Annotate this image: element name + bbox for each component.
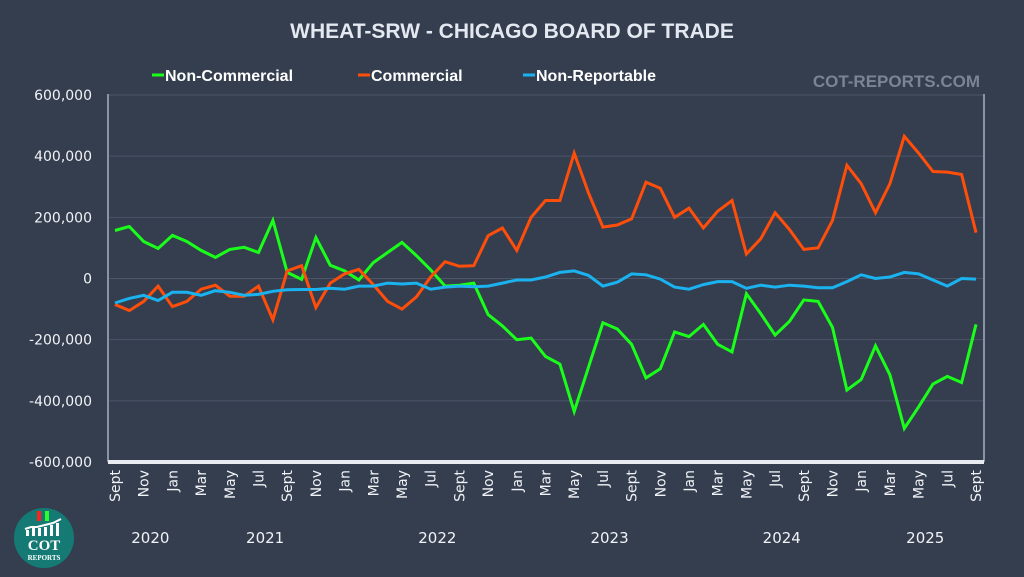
- y-tick-label: 0: [83, 272, 92, 288]
- y-axis: 600,000 400,000 200,000 0 -200,000 -400,000 -6…: [29, 88, 92, 471]
- year-label: 2022: [418, 529, 456, 547]
- legend-item-commercial[interactable]: Commercial: [358, 68, 463, 85]
- x-tick-label: Jul: [252, 470, 268, 488]
- x-tick-label: Nov: [309, 470, 325, 497]
- x-tick-label: Jan: [854, 470, 870, 493]
- series-line-commercial: [114, 133, 978, 325]
- x-tick-label: Sept: [280, 470, 296, 502]
- legend-item-non-reportable[interactable]: Non-Reportable: [523, 68, 656, 85]
- y-tick-label: 600,000: [34, 88, 92, 104]
- logo-trend-icon: [24, 518, 62, 530]
- x-tick-label: Jan: [510, 470, 526, 493]
- x-tick-label: Jan: [682, 470, 698, 493]
- x-tick-label: Nov: [481, 470, 497, 497]
- logo-green-candle-icon: [45, 511, 49, 521]
- legend-item-non-commercial[interactable]: Non-Commercial: [152, 68, 293, 85]
- x-tick-label: May: [912, 470, 928, 499]
- x-tick-label: Jan: [338, 470, 354, 493]
- gridlines: [108, 94, 984, 402]
- x-axis: Sept Nov Jan Mar May Jul Sept Nov Jan Mar May Jul Se…: [108, 470, 985, 502]
- year-label: 2020: [131, 529, 169, 547]
- logo-text-reports: REPORTS: [28, 554, 61, 562]
- x-tick-label: Jan: [165, 470, 181, 493]
- y-tick-label: 400,000: [34, 149, 92, 165]
- year-labels: 2020 2021 2022 2023 2024 2025: [131, 529, 944, 547]
- x-tick-label: Mar: [366, 470, 382, 497]
- y-tick-label: 200,000: [34, 210, 92, 226]
- x-tick-label: Jul: [424, 470, 440, 488]
- logo-bars-icon: [26, 523, 59, 536]
- chart-title: WHEAT-SRW - CHICAGO BOARD OF TRADE: [290, 20, 734, 43]
- x-tick-label: Sept: [452, 470, 468, 502]
- x-tick-label: Nov: [137, 470, 153, 497]
- year-label: 2023: [590, 529, 628, 547]
- cot-reports-logo[interactable]: COT REPORTS: [14, 508, 74, 568]
- x-tick-label: Nov: [653, 470, 669, 497]
- x-tick-label: Sept: [625, 470, 641, 502]
- x-tick-label: Mar: [194, 470, 210, 497]
- x-tick-label: Sept: [969, 470, 985, 502]
- series-line-non-commercial: [114, 215, 978, 432]
- y-tick-label: -600,000: [29, 455, 92, 471]
- x-tick-label: Mar: [711, 470, 727, 497]
- x-tick-label: Sept: [797, 470, 813, 502]
- legend: Non-Commercial Commercial Non-Reportable: [152, 68, 656, 85]
- y-tick-label: -400,000: [29, 394, 92, 410]
- x-tick-label: Sept: [108, 470, 124, 502]
- x-tick-label: Nov: [826, 470, 842, 497]
- x-tick-label: Mar: [883, 470, 899, 497]
- year-label: 2021: [246, 529, 284, 547]
- legend-label: Non-Reportable: [536, 68, 656, 85]
- legend-label: Commercial: [371, 68, 463, 85]
- y-tick-label: -200,000: [29, 333, 92, 349]
- year-label: 2024: [763, 529, 801, 547]
- x-tick-label: May: [739, 470, 755, 499]
- year-label: 2025: [906, 529, 944, 547]
- x-tick-label: Jul: [768, 470, 784, 488]
- x-tick-label: May: [223, 470, 239, 499]
- x-tick-label: May: [395, 470, 411, 499]
- watermark: COT-REPORTS.COM: [813, 72, 980, 91]
- x-tick-label: Mar: [539, 470, 555, 497]
- logo-red-candle-icon: [37, 511, 41, 521]
- x-tick-label: Jul: [940, 470, 956, 488]
- series-line-non-reportable: [114, 269, 977, 305]
- legend-label: Non-Commercial: [165, 68, 293, 85]
- series-lines: [114, 133, 978, 432]
- x-tick-label: Jul: [596, 470, 612, 488]
- x-tick-label: May: [567, 470, 583, 499]
- logo-text-cot: COT: [28, 538, 61, 554]
